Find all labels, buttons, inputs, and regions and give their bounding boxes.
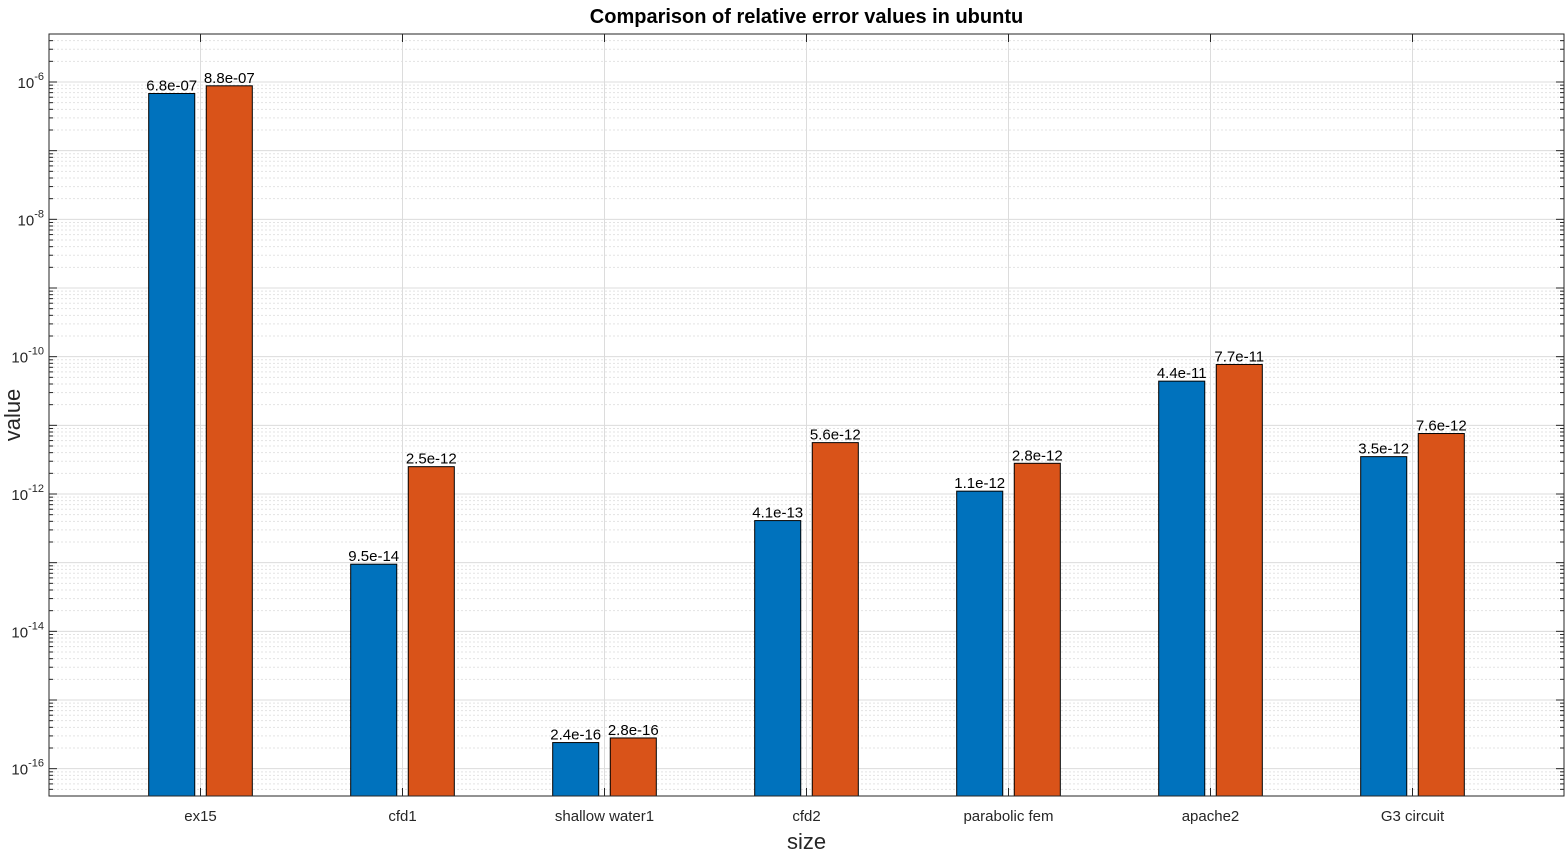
chart-title: Comparison of relative error values in u…	[590, 6, 1023, 28]
bar-value-label: 2.8e-16	[608, 722, 659, 739]
bar-value-label: 5.6e-12	[810, 427, 861, 444]
bar-value-label: 9.5e-14	[348, 548, 399, 565]
y-tick-label: 10-6	[18, 71, 44, 92]
axis-ticks: 10-16 10-14 10-12 10-10 10-8 10-6 ex15 cfd1 shal…	[11, 33, 1564, 825]
bar	[1013, 462, 1061, 797]
x-tick-label: G3 circuit	[1381, 808, 1445, 825]
bar	[1158, 380, 1206, 797]
bar-value-label: 3.5e-12	[1358, 441, 1409, 458]
bar	[1417, 433, 1465, 797]
bar-value-label: 6.8e-07	[146, 77, 197, 94]
x-tick-label: cfd2	[792, 808, 820, 825]
bar	[148, 92, 196, 797]
bar	[609, 737, 657, 797]
bar	[754, 520, 802, 797]
bar	[956, 490, 1004, 797]
bar-value-label: 2.8e-12	[1012, 447, 1063, 464]
bar	[811, 442, 859, 797]
y-tick-label: 10-10	[11, 346, 44, 367]
bar-value-label: 4.4e-11	[1157, 365, 1207, 382]
bar	[350, 563, 398, 797]
bar	[1360, 456, 1408, 797]
x-tick-label: cfd1	[388, 808, 416, 825]
bar-value-label: 7.6e-12	[1416, 418, 1467, 435]
bar	[1215, 363, 1263, 797]
bar-value-label: 8.8e-07	[204, 70, 255, 87]
bar	[407, 466, 455, 797]
bar-value-label: 2.5e-12	[406, 451, 457, 468]
x-tick-label: ex15	[184, 808, 217, 825]
x-axis-label: size	[787, 829, 826, 854]
y-tick-label: 10-8	[18, 208, 44, 229]
bars	[148, 85, 1465, 797]
bar-value-label: 4.1e-13	[752, 505, 803, 522]
x-tick-label: parabolic fem	[963, 808, 1053, 825]
bar	[552, 742, 600, 797]
y-tick-label: 10-14	[11, 620, 44, 641]
data-labels: 6.8e-07 9.5e-14 2.4e-16 4.1e-13 1.1e-12 4.4e-…	[146, 70, 1466, 744]
grid	[49, 33, 1564, 797]
bar-value-label: 2.4e-16	[550, 727, 601, 744]
y-tick-label: 10-12	[11, 483, 44, 504]
bar-value-label: 7.7e-11	[1214, 348, 1264, 365]
bar-value-label: 1.1e-12	[954, 475, 1005, 492]
y-tick-label: 10-16	[11, 758, 44, 779]
x-tick-label: shallow water1	[555, 808, 654, 825]
x-tick-label: apache2	[1182, 808, 1240, 825]
bar	[205, 85, 253, 797]
y-axis-label: value	[0, 389, 25, 442]
